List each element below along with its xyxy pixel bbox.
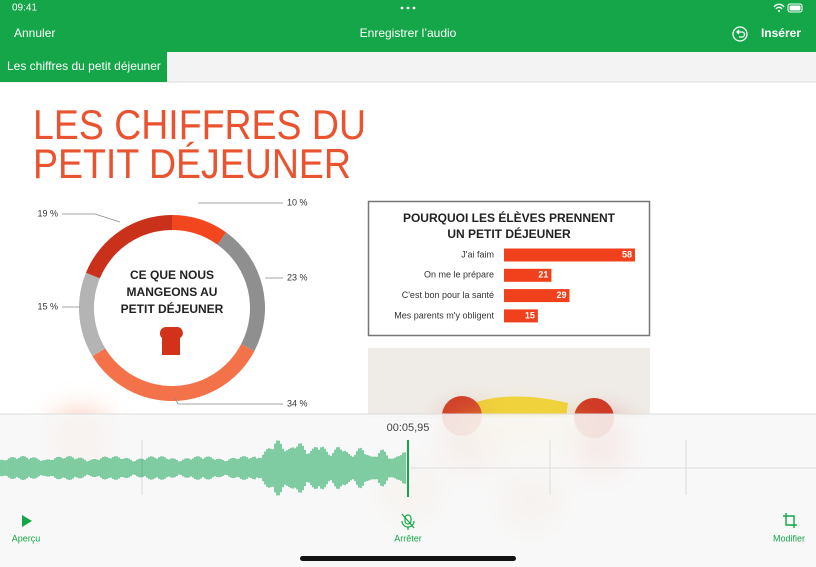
donut-label: 34 % <box>287 398 308 408</box>
preview-button[interactable]: Aperçu <box>12 533 41 543</box>
home-indicator <box>300 556 516 561</box>
nav-title: Enregistrer l’audio <box>360 26 457 40</box>
status-dots <box>400 6 416 10</box>
donut-label: 10 % <box>287 197 308 207</box>
leader-line <box>62 213 121 223</box>
bar-category: C'est bon pour la santé <box>402 290 494 300</box>
bar-value: 58 <box>622 249 632 259</box>
bar-category: Mes parents m'y obligent <box>394 310 494 320</box>
bar-category: On me le prépare <box>424 270 494 280</box>
status-time: 09:41 <box>12 3 37 14</box>
donut-segment <box>217 232 265 352</box>
bar-chart-title: POURQUOI LES ÉLÈVES PRENNENT <box>403 210 616 225</box>
bar <box>504 309 538 323</box>
donut-center-text: MANGEONS AU <box>127 285 218 299</box>
crop-icon[interactable] <box>783 513 797 528</box>
elapsed-time: 00:05,95 <box>387 422 430 434</box>
bar-value: 21 <box>538 270 548 280</box>
bar-value: 29 <box>556 290 566 300</box>
insert-button[interactable]: Insérer <box>761 26 801 40</box>
leader-line <box>174 397 283 405</box>
bar-category: J'ai faim <box>461 249 494 259</box>
tab[interactable] <box>0 52 167 82</box>
donut-center-text: PETIT DÉJEUNER <box>121 301 224 316</box>
cancel-button[interactable]: Annuler <box>14 26 55 40</box>
bar-chart-title: UN PETIT DÉJEUNER <box>447 226 571 241</box>
document-title: LES CHIFFRES DU <box>33 101 366 148</box>
status-icons <box>773 3 803 13</box>
waveform <box>0 440 816 496</box>
mic-off-icon[interactable] <box>401 513 415 530</box>
stop-button[interactable]: Arrêter <box>394 533 422 543</box>
donut-segment <box>85 215 172 279</box>
donut-center-text: CE QUE NOUS <box>130 268 214 282</box>
tab-title: Les chiffres du petit déjeuner <box>7 59 161 73</box>
undo-button[interactable] <box>732 26 748 42</box>
donut-segment <box>172 215 227 245</box>
donut-segment <box>92 344 255 402</box>
toast-icon <box>159 327 183 355</box>
modify-button[interactable]: Modifier <box>773 533 805 543</box>
donut-label: 19 % <box>37 208 58 218</box>
donut-label: 15 % <box>37 301 58 311</box>
document-title: PETIT DÉJEUNER <box>33 140 351 187</box>
donut-label: 23 % <box>287 272 308 282</box>
bar <box>504 248 635 262</box>
donut-segment <box>79 272 106 357</box>
bar-value: 15 <box>525 310 535 320</box>
bar-chart: J'ai faim 58 On me le prépare 21 C'est bon p… <box>394 248 635 323</box>
bar <box>504 268 552 282</box>
play-icon[interactable] <box>22 515 32 527</box>
donut-chart: 10 % 23 % 34 % 15 % 19 % <box>37 197 307 408</box>
bar <box>504 289 570 303</box>
